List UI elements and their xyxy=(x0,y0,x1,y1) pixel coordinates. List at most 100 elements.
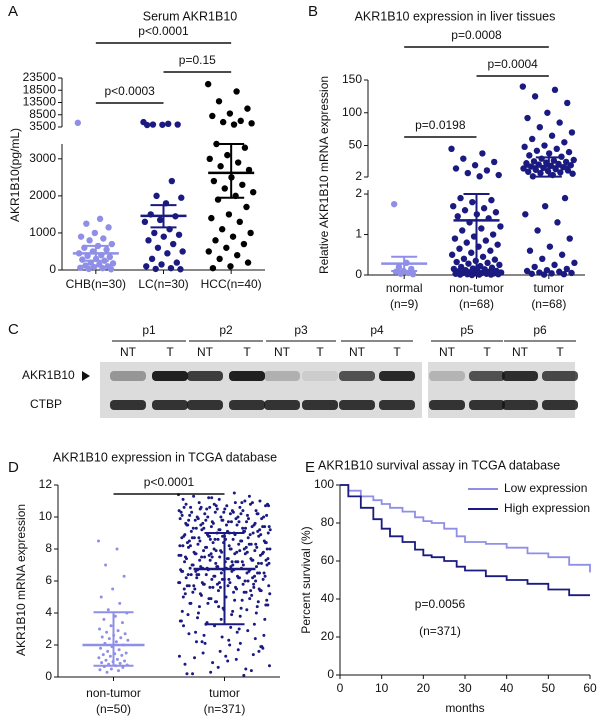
data-dot xyxy=(213,600,217,604)
data-dot xyxy=(477,262,484,270)
data-dot xyxy=(159,121,166,128)
data-dot xyxy=(224,654,228,658)
data-dot xyxy=(113,614,117,618)
data-dot xyxy=(143,121,151,129)
x-tick-sublabel: (n=50) xyxy=(96,702,131,716)
lane-label: p5 xyxy=(460,323,474,337)
data-dot xyxy=(541,202,549,210)
data-dot xyxy=(453,258,460,266)
data-dot xyxy=(98,627,102,631)
data-dot xyxy=(563,265,571,273)
blot-band xyxy=(229,400,265,410)
data-dot xyxy=(188,566,192,570)
data-dot xyxy=(233,501,237,505)
data-dot xyxy=(199,523,203,527)
data-dot xyxy=(226,110,234,117)
data-dot xyxy=(210,555,214,559)
data-dot xyxy=(181,497,185,501)
x-tick-label: tumor xyxy=(209,686,240,700)
data-dot xyxy=(566,235,573,242)
data-dot xyxy=(243,203,250,211)
data-dot xyxy=(241,144,249,151)
data-dot xyxy=(568,269,575,277)
lane-sublabel: NT xyxy=(349,345,366,359)
data-dot xyxy=(390,200,398,208)
data-dot xyxy=(248,597,252,601)
legend-label: Low expression xyxy=(504,481,587,495)
data-dot xyxy=(395,263,403,271)
data-dot xyxy=(177,553,181,557)
data-dot xyxy=(208,558,212,562)
annotation: p=0.0056 xyxy=(415,597,466,611)
data-dot xyxy=(97,539,100,543)
x-tick-sublabel: (n=371) xyxy=(204,702,246,716)
data-dot xyxy=(216,255,223,263)
data-dot xyxy=(118,601,122,605)
data-dot xyxy=(212,237,219,244)
data-dot xyxy=(170,240,177,248)
data-dot xyxy=(554,219,561,226)
data-dot xyxy=(487,271,495,278)
lane-label: p4 xyxy=(370,323,384,337)
x-tick-label: 20 xyxy=(417,681,431,695)
data-dot xyxy=(105,670,109,674)
data-dot xyxy=(252,582,256,586)
data-dot xyxy=(551,261,558,269)
panel-letter: B xyxy=(308,3,318,20)
data-dot xyxy=(226,520,230,524)
data-dot xyxy=(234,251,241,259)
data-dot xyxy=(215,98,223,105)
data-dot xyxy=(105,630,109,634)
lane-sublabel: NT xyxy=(274,345,291,359)
data-dot xyxy=(209,525,213,529)
data-dot xyxy=(208,214,215,222)
data-dot xyxy=(522,211,529,218)
data-dot xyxy=(186,573,190,577)
data-dot xyxy=(106,608,110,612)
data-dot xyxy=(237,520,241,524)
data-dot xyxy=(489,231,497,238)
legend-label: High expression xyxy=(504,501,590,515)
data-dot xyxy=(217,163,224,170)
data-dot xyxy=(168,177,176,185)
data-dot xyxy=(523,267,531,275)
data-dot xyxy=(545,150,553,157)
x-tick-sublabel: (n=68) xyxy=(531,297,566,311)
data-dot xyxy=(224,151,231,159)
data-dot xyxy=(186,613,190,617)
data-dot xyxy=(204,518,208,522)
data-dot xyxy=(253,637,257,641)
y-tick-label: 100 xyxy=(342,105,362,119)
data-dot xyxy=(267,664,271,668)
blot-band xyxy=(429,400,465,410)
data-dot xyxy=(531,93,539,100)
data-dot xyxy=(245,571,249,575)
data-dot xyxy=(111,587,115,591)
data-dot xyxy=(221,534,225,538)
data-dot xyxy=(180,536,184,540)
data-dot xyxy=(234,657,238,661)
blot-band xyxy=(339,371,375,381)
data-dot xyxy=(256,561,260,565)
data-dot xyxy=(529,135,536,143)
data-dot xyxy=(242,547,246,551)
data-dot xyxy=(463,239,470,246)
blot-band xyxy=(302,400,338,410)
data-dot xyxy=(409,270,417,278)
data-dot xyxy=(217,528,221,532)
data-dot xyxy=(212,547,216,551)
data-dot xyxy=(185,541,189,545)
data-dot xyxy=(565,148,573,156)
data-dot xyxy=(238,549,242,553)
data-dot xyxy=(193,587,197,591)
data-dot xyxy=(210,177,218,185)
blot-band xyxy=(502,371,538,381)
data-dot xyxy=(524,114,531,122)
data-dot xyxy=(177,581,181,585)
data-dot xyxy=(550,157,558,164)
data-dot xyxy=(216,565,220,569)
y-tick-label: 4 xyxy=(45,605,52,619)
blot-band xyxy=(110,371,146,381)
data-dot xyxy=(123,659,127,663)
